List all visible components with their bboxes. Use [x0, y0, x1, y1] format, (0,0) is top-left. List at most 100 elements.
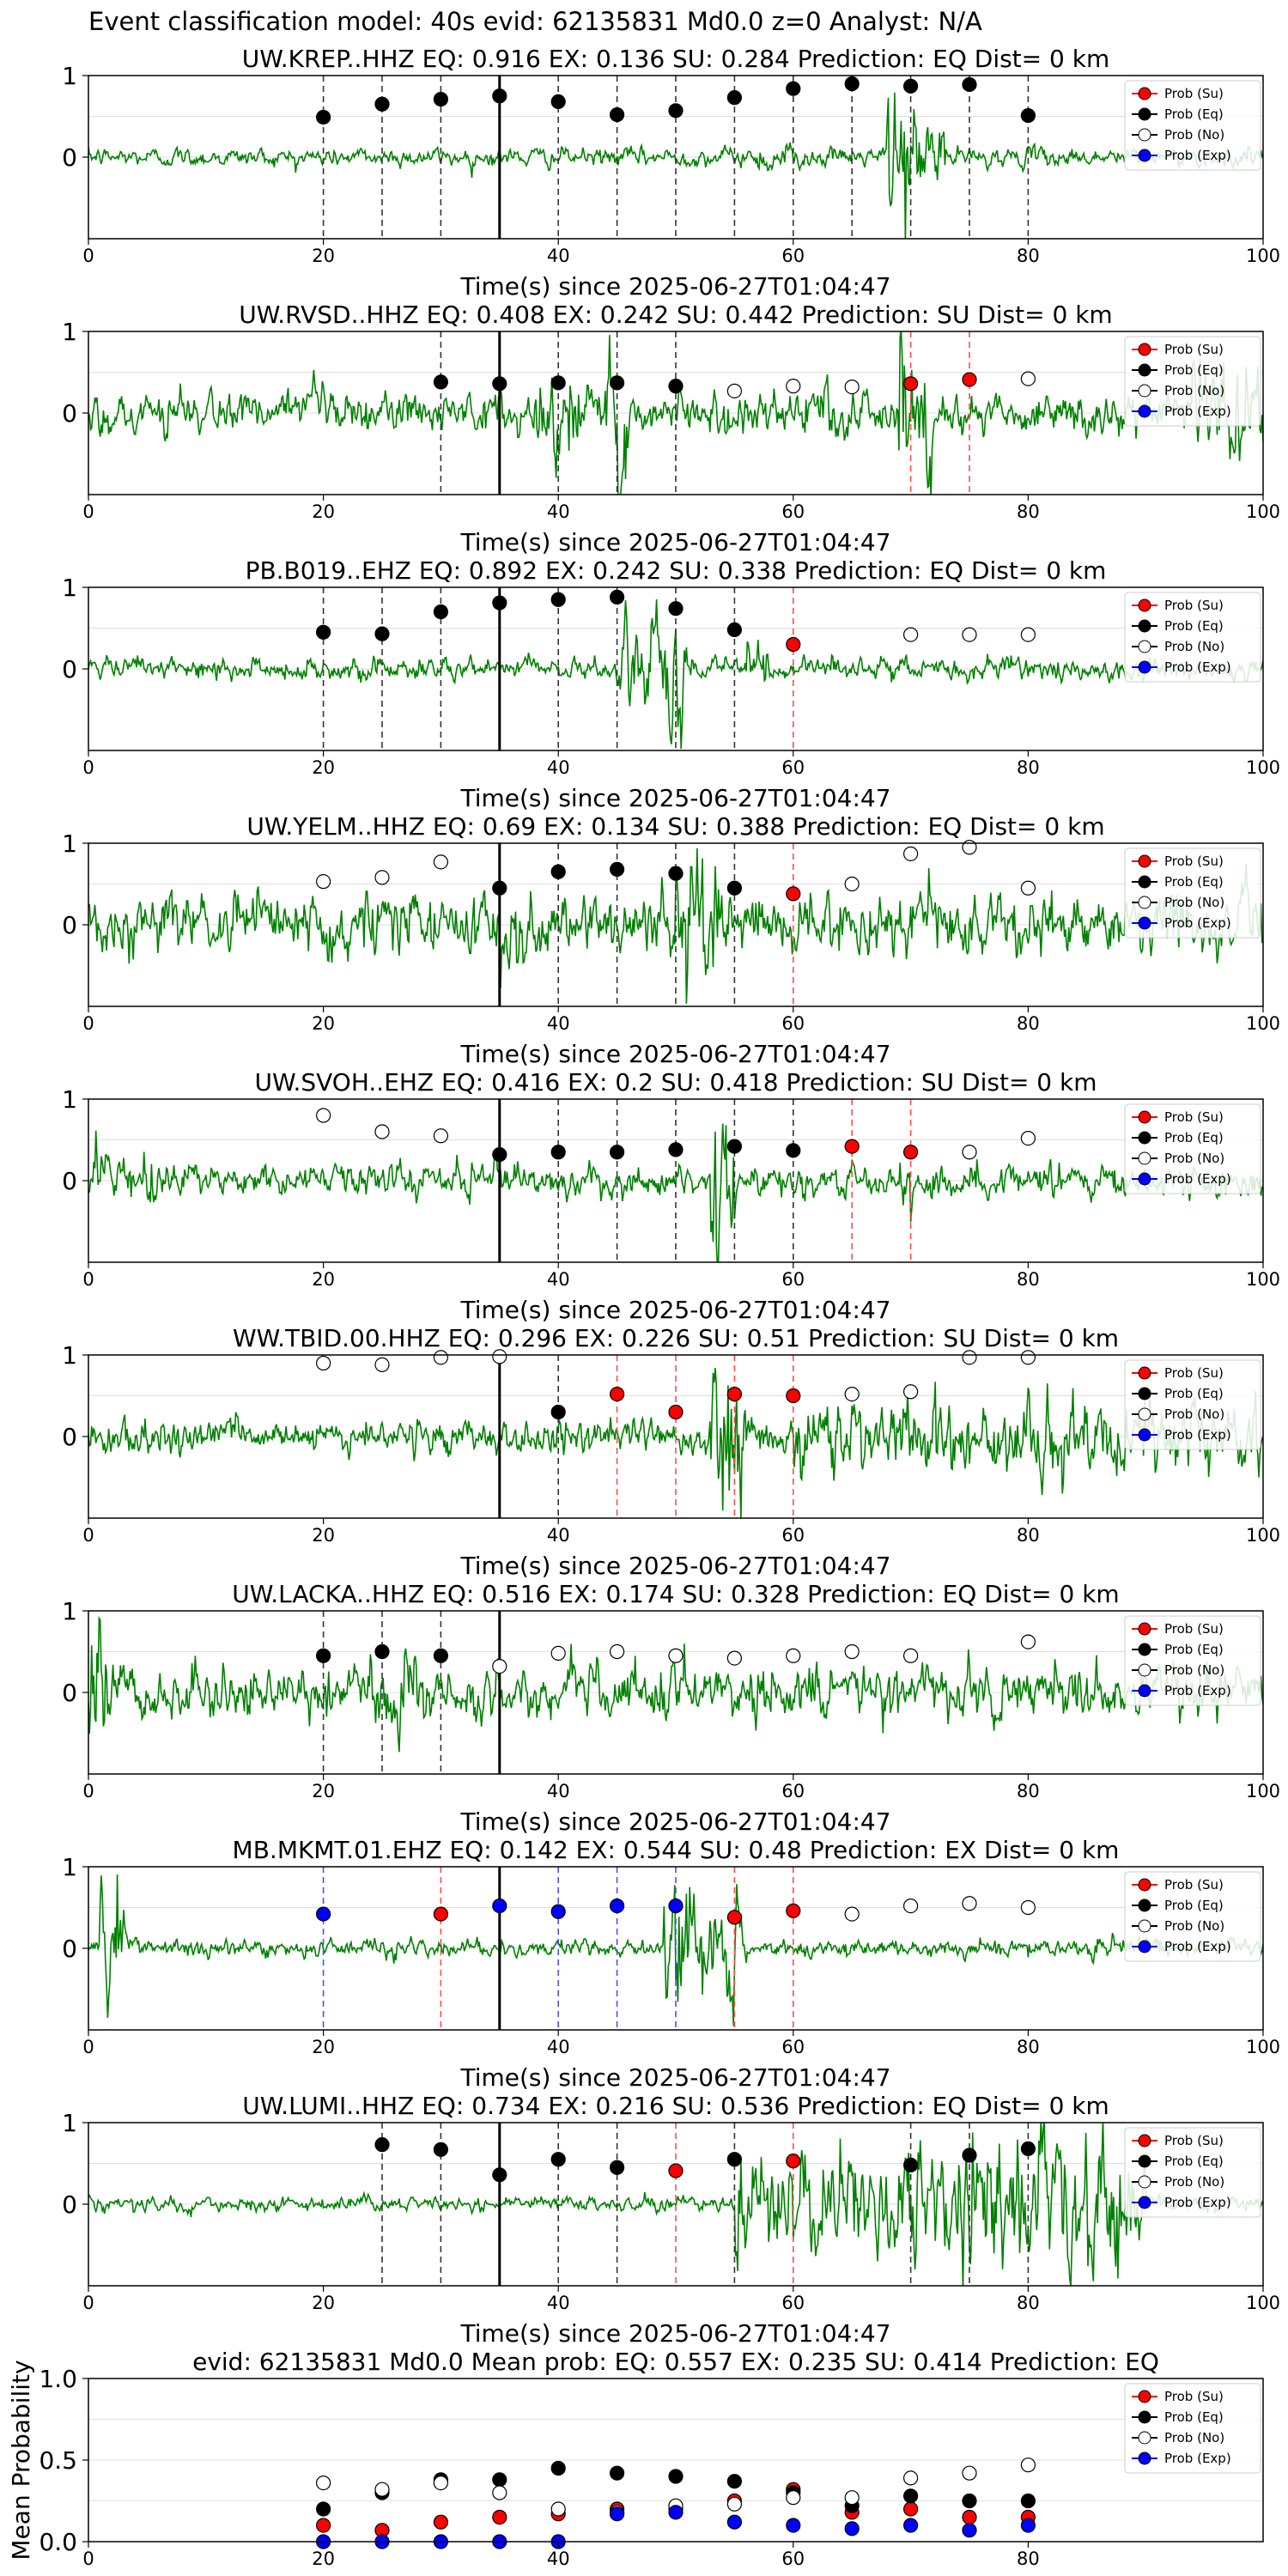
panel-1-legend-marker-no — [1138, 128, 1151, 142]
panel-5-prob-point-no — [962, 1145, 977, 1160]
panel-mean-legend-label-eq: Prob (Eq) — [1164, 2409, 1224, 2425]
panel-mean-point-exp — [726, 2514, 743, 2530]
panel-9-legend-marker-su — [1138, 2134, 1151, 2148]
panel-1-prob-point-eq — [726, 90, 743, 106]
panel-1-xtick-label: 20 — [312, 246, 335, 266]
panel-2-legend-marker-exp — [1138, 404, 1151, 418]
panel-mean-point-no — [726, 2496, 743, 2512]
panel-2-legend-marker-su — [1138, 343, 1151, 356]
panel-5-xtick-label: 20 — [312, 1269, 335, 1290]
panel-4-prob-point-eq — [492, 880, 507, 896]
panel-2-legend-box — [1124, 336, 1261, 427]
panel-7-prob-point-no — [550, 1645, 566, 1662]
panel-7-legend-label-eq: Prob (Eq) — [1164, 1642, 1224, 1657]
panel-4-legend-box — [1124, 848, 1261, 939]
panel-5-prob-point-eq — [492, 1146, 507, 1163]
panel-8-prob-point-exp — [492, 1899, 507, 1914]
panel-4-prob-point-no — [316, 874, 331, 890]
panel-5-legend-marker-exp — [1138, 1172, 1151, 1186]
panel-6-legend-label-su: Prob (Su) — [1164, 1365, 1224, 1381]
panel-7-legend-box — [1124, 1615, 1261, 1706]
panel-1-xtick-label: 100 — [1246, 246, 1280, 266]
panel-6-xtick-label: 40 — [547, 1525, 570, 1546]
panel-3-legend-label-exp: Prob (Exp) — [1164, 659, 1231, 675]
panel-6-prob-point-su — [668, 1404, 683, 1420]
panel-3-xtick-label: 20 — [312, 757, 335, 778]
panel-1-prob-point-eq — [1020, 107, 1036, 124]
panel-8-prob-point-no — [1020, 1899, 1036, 1916]
panel-8-prob-point-no — [962, 1896, 977, 1911]
panel-7-legend-marker-eq — [1138, 1643, 1151, 1656]
panel-2-prob-point-no — [786, 379, 801, 394]
panel-1-xtick-label: 60 — [781, 246, 805, 266]
panel-5: UW.SVOH..EHZ EQ: 0.416 EX: 0.2 SU: 0.418… — [62, 1068, 1280, 1324]
panel-2-legend-label-su: Prob (Su) — [1164, 342, 1224, 357]
panel-5-legend-label-su: Prob (Su) — [1164, 1109, 1224, 1125]
panel-6-xtick-label: 80 — [1017, 1525, 1040, 1546]
panel-7-prob-point-eq — [316, 1648, 331, 1663]
panel-3-legend-marker-exp — [1138, 660, 1151, 674]
panel-6-legend-box — [1124, 1359, 1261, 1450]
panel-4-xtick-label: 60 — [781, 1013, 805, 1034]
panel-8-prob-point-exp — [668, 1899, 683, 1914]
panel-7-xlabel: Time(s) since 2025-06-27T01:04:47 — [459, 1807, 890, 1836]
panel-6-xtick-label: 100 — [1246, 1525, 1280, 1546]
panel-5-waveform — [88, 1123, 1263, 1262]
panel-5-xtick-label: 80 — [1017, 1269, 1040, 1290]
panel-3-legend-label-no: Prob (No) — [1164, 639, 1224, 654]
panel-mean-point-no — [962, 2465, 977, 2481]
panel-2-prob-point-no — [1020, 371, 1036, 386]
panel-1-prob-point-eq — [962, 76, 977, 93]
panel-5-legend-box — [1124, 1103, 1261, 1194]
panel-4-xtick-label: 20 — [312, 1013, 335, 1034]
panel-mean-point-no — [492, 2485, 507, 2500]
panel-5-xtick-label: 40 — [547, 1269, 570, 1290]
panel-4-xtick-label: 100 — [1246, 1013, 1280, 1034]
panel-3-xtick-label: 100 — [1246, 757, 1280, 778]
panel-4-xtick-label: 40 — [547, 1013, 570, 1034]
panel-9-prob-point-eq — [550, 2152, 566, 2167]
panel-5-xtick-label: 60 — [781, 1269, 805, 1290]
panel-6-legend-marker-su — [1138, 1366, 1151, 1380]
panel-2-xtick-label: 20 — [312, 501, 335, 522]
panel-1-title: UW.KREP..HHZ EQ: 0.916 EX: 0.136 SU: 0.2… — [242, 45, 1109, 73]
panel-9-prob-point-eq — [726, 2152, 743, 2167]
panel-4-prob-point-eq — [668, 866, 683, 881]
panel-9-legend-marker-no — [1138, 2175, 1151, 2189]
panel-4-prob-point-no — [1020, 880, 1036, 896]
panel-7-legend-marker-no — [1138, 1663, 1151, 1677]
panel-5-legend-label-eq: Prob (Eq) — [1164, 1130, 1224, 1145]
panel-3-legend-label-eq: Prob (Eq) — [1164, 618, 1224, 634]
panel-9-ytick-label: 1 — [62, 2109, 77, 2137]
panel-2-title: UW.RVSD..HHZ EQ: 0.408 EX: 0.242 SU: 0.4… — [239, 301, 1112, 329]
panel-8-xtick-label: 100 — [1246, 2037, 1280, 2057]
panel-6-xtick-label: 20 — [312, 1525, 335, 1546]
panel-mean-ylabel: Mean Probability — [7, 2360, 35, 2560]
panel-mean-point-su — [962, 2509, 977, 2525]
panel-3-ytick-label: 1 — [62, 574, 77, 602]
panel-2-legend-label-exp: Prob (Exp) — [1164, 404, 1231, 419]
panel-3-xtick-label: 80 — [1017, 757, 1040, 778]
panel-8-ytick-label: 0 — [62, 1935, 77, 1963]
panel-mean-legend-marker-exp — [1138, 2451, 1151, 2465]
panel-1-legend-label-exp: Prob (Exp) — [1164, 148, 1231, 163]
panel-2-prob-point-no — [726, 383, 743, 398]
panel-mean-point-eq — [609, 2465, 625, 2481]
panel-mean-point-eq — [1020, 2493, 1036, 2509]
panel-4-legend-marker-no — [1138, 896, 1151, 909]
panel-5-prob-point-eq — [668, 1142, 683, 1157]
panel-7-prob-point-no — [1020, 1634, 1036, 1649]
panel-5-prob-point-no — [1020, 1130, 1036, 1146]
panel-6-xtick-label: 0 — [82, 1525, 94, 1546]
panel-8-prob-point-su — [433, 1906, 449, 1922]
panel-mean-point-no — [550, 2501, 566, 2517]
panel-1-prob-point-eq — [902, 78, 919, 94]
panel-7-xtick-label: 100 — [1246, 1781, 1280, 1801]
panel-mean-point-eq — [668, 2469, 683, 2484]
panel-mean-point-exp — [962, 2523, 977, 2538]
panel-9-prob-point-su — [786, 2154, 801, 2169]
panel-9-prob-point-eq — [433, 2142, 449, 2157]
panel-5-prob-point-eq — [726, 1139, 743, 1154]
panel-9-prob-point-eq — [902, 2157, 919, 2172]
panel-7-title: UW.LACKA..HHZ EQ: 0.516 EX: 0.174 SU: 0.… — [232, 1580, 1119, 1608]
